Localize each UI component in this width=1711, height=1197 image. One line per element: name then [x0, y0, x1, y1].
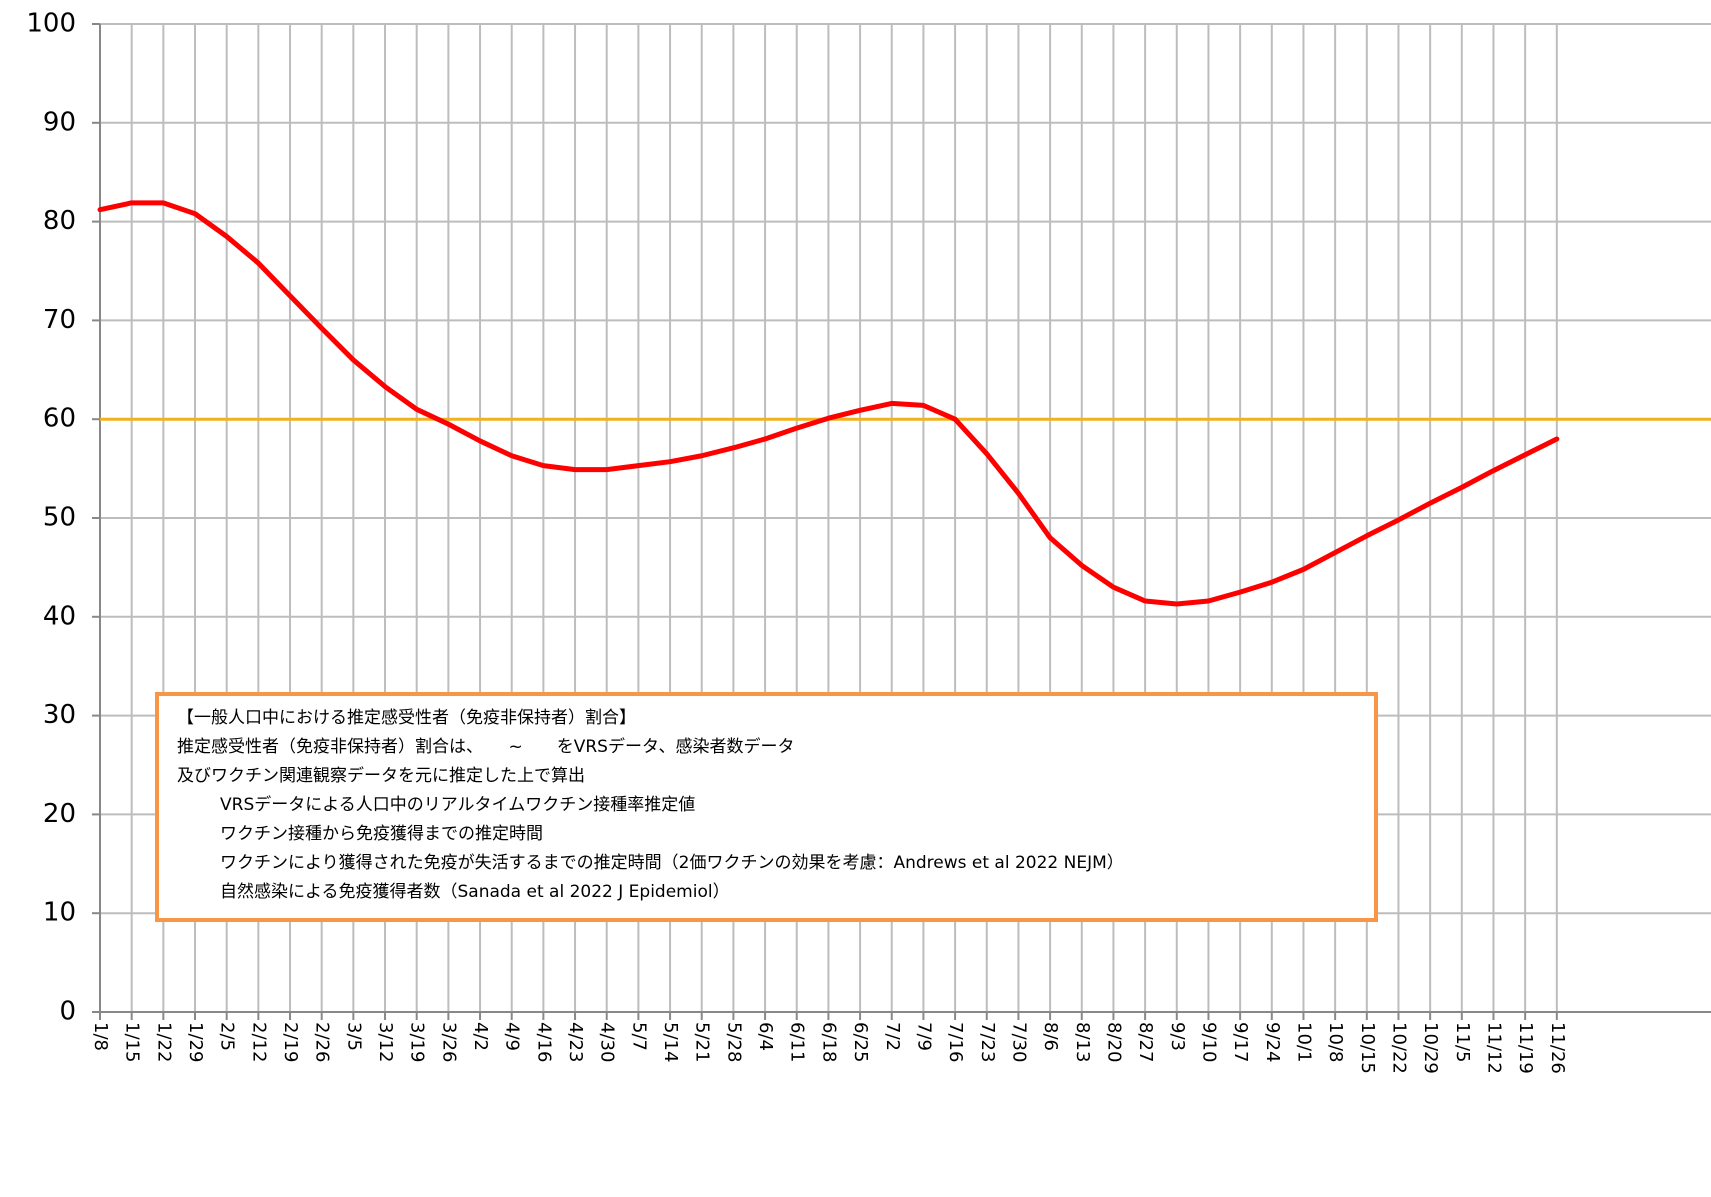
annotation-text: 【一般人口中における推定感受性者（免疫非保持者）割合】 — [177, 708, 636, 728]
x-tick-label: 2/12 — [248, 1022, 269, 1062]
x-tick-label: 7/9 — [913, 1022, 934, 1051]
y-tick-label: 90 — [43, 107, 76, 137]
x-tick-label: 4/9 — [502, 1022, 523, 1051]
x-tick-label: 10/1 — [1293, 1022, 1314, 1062]
y-tick-label: 60 — [43, 404, 76, 434]
x-tick-label: 1/8 — [90, 1022, 111, 1051]
x-tick-label: 9/17 — [1230, 1022, 1251, 1062]
y-tick-label: 20 — [43, 799, 76, 829]
y-tick-label: 40 — [43, 601, 76, 631]
x-tick-label: 2/26 — [312, 1022, 333, 1062]
x-tick-label: 5/7 — [628, 1022, 649, 1051]
x-tick-label: 6/18 — [818, 1022, 839, 1062]
x-tick-label: 6/25 — [850, 1022, 871, 1062]
annotation-text: ワクチンにより獲得された免疫が失活するまでの推定時間（2価ワクチンの効果を考慮：… — [220, 853, 1124, 873]
x-tick-label: 9/24 — [1262, 1022, 1283, 1062]
x-tick-label: 8/20 — [1103, 1022, 1124, 1062]
x-tick-label: 11/5 — [1452, 1022, 1473, 1062]
annotation-text: ワクチン接種から免疫獲得までの推定時間 — [220, 824, 543, 844]
x-tick-label: 3/26 — [438, 1022, 459, 1062]
x-tick-label: 10/22 — [1388, 1022, 1409, 1074]
x-tick-label: 8/13 — [1072, 1022, 1093, 1062]
x-tick-label: 3/19 — [407, 1022, 428, 1062]
x-tick-label: 11/26 — [1547, 1022, 1568, 1074]
x-tick-label: 3/5 — [343, 1022, 364, 1051]
y-tick-label: 10 — [43, 898, 76, 928]
x-tick-label: 1/29 — [185, 1022, 206, 1062]
x-tick-label: 6/4 — [755, 1022, 776, 1051]
y-tick-label: 50 — [43, 503, 76, 533]
annotation-box — [155, 692, 1378, 922]
x-tick-label: 10/8 — [1325, 1022, 1346, 1062]
x-tick-label: 7/30 — [1008, 1022, 1029, 1062]
y-tick-label: 80 — [43, 206, 76, 236]
x-tick-label: 1/22 — [153, 1022, 174, 1062]
x-tick-label: 10/15 — [1357, 1022, 1378, 1074]
x-tick-label: 4/30 — [597, 1022, 618, 1062]
y-tick-label: 70 — [43, 305, 76, 335]
annotation-text: VRSデータによる人口中のリアルタイムワクチン接種率推定値 — [220, 794, 695, 815]
x-tick-label: 8/27 — [1135, 1022, 1156, 1062]
x-tick-label: 2/19 — [280, 1022, 301, 1062]
x-tick-label: 11/19 — [1515, 1022, 1536, 1074]
x-tick-label: 5/28 — [723, 1022, 744, 1062]
x-tick-label: 10/29 — [1420, 1022, 1441, 1074]
annotation-text: 推定感受性者（免疫非保持者）割合は、 ~ をVRSデータ、感染者数データ — [177, 736, 794, 757]
x-tick-label: 4/2 — [470, 1022, 491, 1051]
data-line — [97, 200, 1560, 607]
x-tick-label: 7/16 — [945, 1022, 966, 1062]
x-tick-label: 9/10 — [1198, 1022, 1219, 1062]
x-tick-label: 4/23 — [565, 1022, 586, 1062]
x-tick-label: 7/2 — [882, 1022, 903, 1051]
x-tick-label: 3/12 — [375, 1022, 396, 1062]
annotation-text: 自然感染による免疫獲得者数（Sanada et al 2022 J Epidem… — [220, 882, 730, 902]
x-tick-label: 5/21 — [692, 1022, 713, 1062]
x-tick-label: 6/11 — [787, 1022, 808, 1062]
x-tick-label: 2/5 — [217, 1022, 238, 1051]
y-tick-label: 30 — [43, 700, 76, 730]
annotation-text: 及びワクチン関連観察データを元に推定した上で算出 — [177, 765, 585, 786]
y-tick-label: 100 — [26, 9, 76, 39]
y-tick-label: 0 — [59, 997, 76, 1027]
x-tick-label: 9/3 — [1167, 1022, 1188, 1051]
x-tick-label: 4/16 — [533, 1022, 554, 1062]
x-tick-label: 1/15 — [122, 1022, 143, 1062]
x-tick-label: 7/23 — [977, 1022, 998, 1062]
x-tick-label: 8/6 — [1040, 1022, 1061, 1051]
x-tick-label: 11/12 — [1483, 1022, 1504, 1074]
x-tick-label: 5/14 — [660, 1022, 681, 1062]
